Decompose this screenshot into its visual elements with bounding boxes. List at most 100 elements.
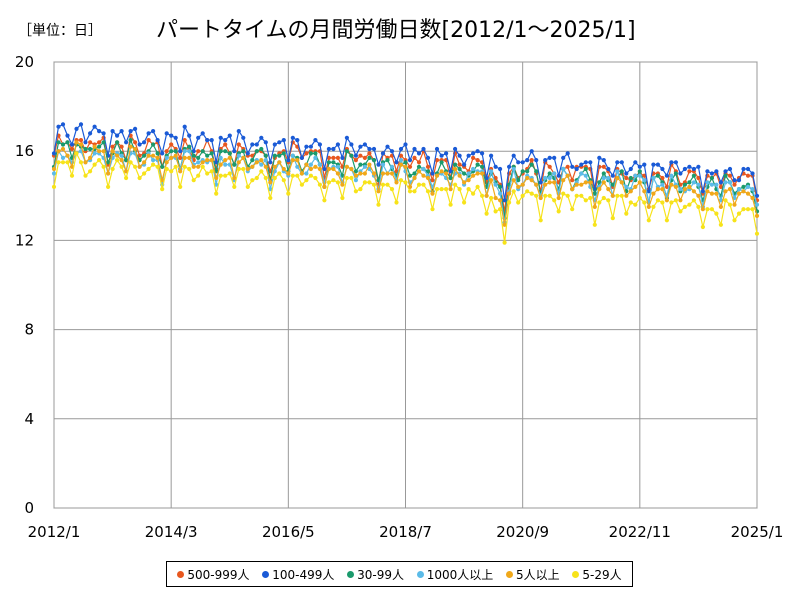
data-point (218, 149, 223, 154)
data-point (51, 151, 57, 156)
data-point (480, 151, 485, 156)
legend-marker-icon (572, 570, 580, 578)
data-point (124, 140, 129, 145)
data-point (444, 171, 449, 176)
data-point (705, 169, 710, 174)
data-point (133, 146, 138, 152)
data-point (561, 166, 566, 172)
data-point (326, 146, 331, 152)
data-point (637, 180, 642, 185)
data-point (705, 207, 710, 212)
data-point (241, 135, 246, 140)
data-point (51, 171, 57, 176)
data-point (633, 202, 638, 207)
data-point (687, 184, 692, 189)
data-point (182, 124, 187, 129)
data-point (223, 149, 228, 154)
data-point (101, 149, 106, 154)
data-point (462, 180, 467, 185)
legend-marker-icon (262, 570, 270, 578)
data-point (592, 191, 597, 196)
data-point (115, 158, 120, 163)
data-point (196, 155, 201, 160)
data-point (169, 149, 174, 154)
data-point (335, 142, 340, 147)
data-point (232, 162, 237, 167)
data-point (416, 182, 422, 187)
data-point (493, 164, 498, 169)
data-point (610, 193, 615, 198)
data-point (687, 180, 692, 185)
data-point (182, 155, 187, 160)
data-point (425, 175, 431, 181)
data-point (475, 158, 480, 163)
data-point (624, 193, 629, 198)
data-point (687, 164, 692, 169)
data-point (655, 187, 661, 192)
data-point (682, 182, 688, 187)
legend-item: 100-499人 (262, 566, 334, 583)
data-point (484, 175, 489, 181)
data-point (74, 126, 79, 131)
data-point (335, 155, 340, 160)
data-point (227, 151, 232, 156)
data-point (475, 149, 480, 154)
data-point (250, 164, 255, 169)
data-point (466, 153, 471, 158)
data-point (178, 169, 183, 174)
data-point (97, 129, 102, 134)
data-point (164, 149, 169, 154)
data-point (723, 189, 728, 194)
data-point (232, 175, 237, 181)
y-tick-label: 8 (24, 321, 34, 339)
data-point (416, 164, 422, 169)
data-point (588, 180, 593, 185)
data-point (367, 155, 372, 160)
data-point (493, 182, 498, 187)
data-point (146, 138, 151, 143)
data-point (169, 133, 174, 138)
data-point (696, 182, 701, 187)
x-tick-label: 2016/5 (262, 523, 315, 541)
data-point (196, 149, 201, 154)
data-point (376, 162, 381, 167)
data-point (597, 187, 602, 192)
x-tick-label: 2020/9 (496, 523, 549, 541)
data-point (538, 218, 543, 223)
data-point (430, 191, 435, 196)
data-point (128, 144, 133, 149)
data-point (326, 160, 331, 165)
data-point (642, 200, 647, 205)
data-point (304, 144, 309, 149)
data-point (718, 180, 724, 185)
data-point (209, 158, 214, 163)
data-point (142, 153, 147, 158)
data-point (403, 164, 408, 169)
data-point (56, 160, 61, 165)
data-point (51, 184, 57, 189)
data-point (669, 200, 674, 205)
data-point (547, 175, 552, 181)
data-point (534, 182, 539, 187)
data-point (250, 142, 255, 147)
data-point (615, 193, 620, 198)
data-point (263, 140, 268, 145)
data-point (389, 187, 395, 192)
data-point (646, 218, 651, 223)
data-point (259, 135, 264, 140)
y-tick-label: 16 (15, 142, 34, 160)
data-point (718, 204, 724, 209)
legend-item: 5人以上 (506, 566, 560, 583)
data-point (344, 149, 349, 154)
data-point (529, 178, 534, 183)
data-point (227, 171, 232, 176)
data-point (732, 218, 737, 223)
data-point (750, 187, 755, 192)
data-point (453, 162, 458, 167)
data-point (718, 222, 724, 227)
data-point (254, 149, 259, 154)
data-point (754, 202, 760, 207)
data-point (133, 164, 138, 169)
data-point (69, 146, 75, 152)
